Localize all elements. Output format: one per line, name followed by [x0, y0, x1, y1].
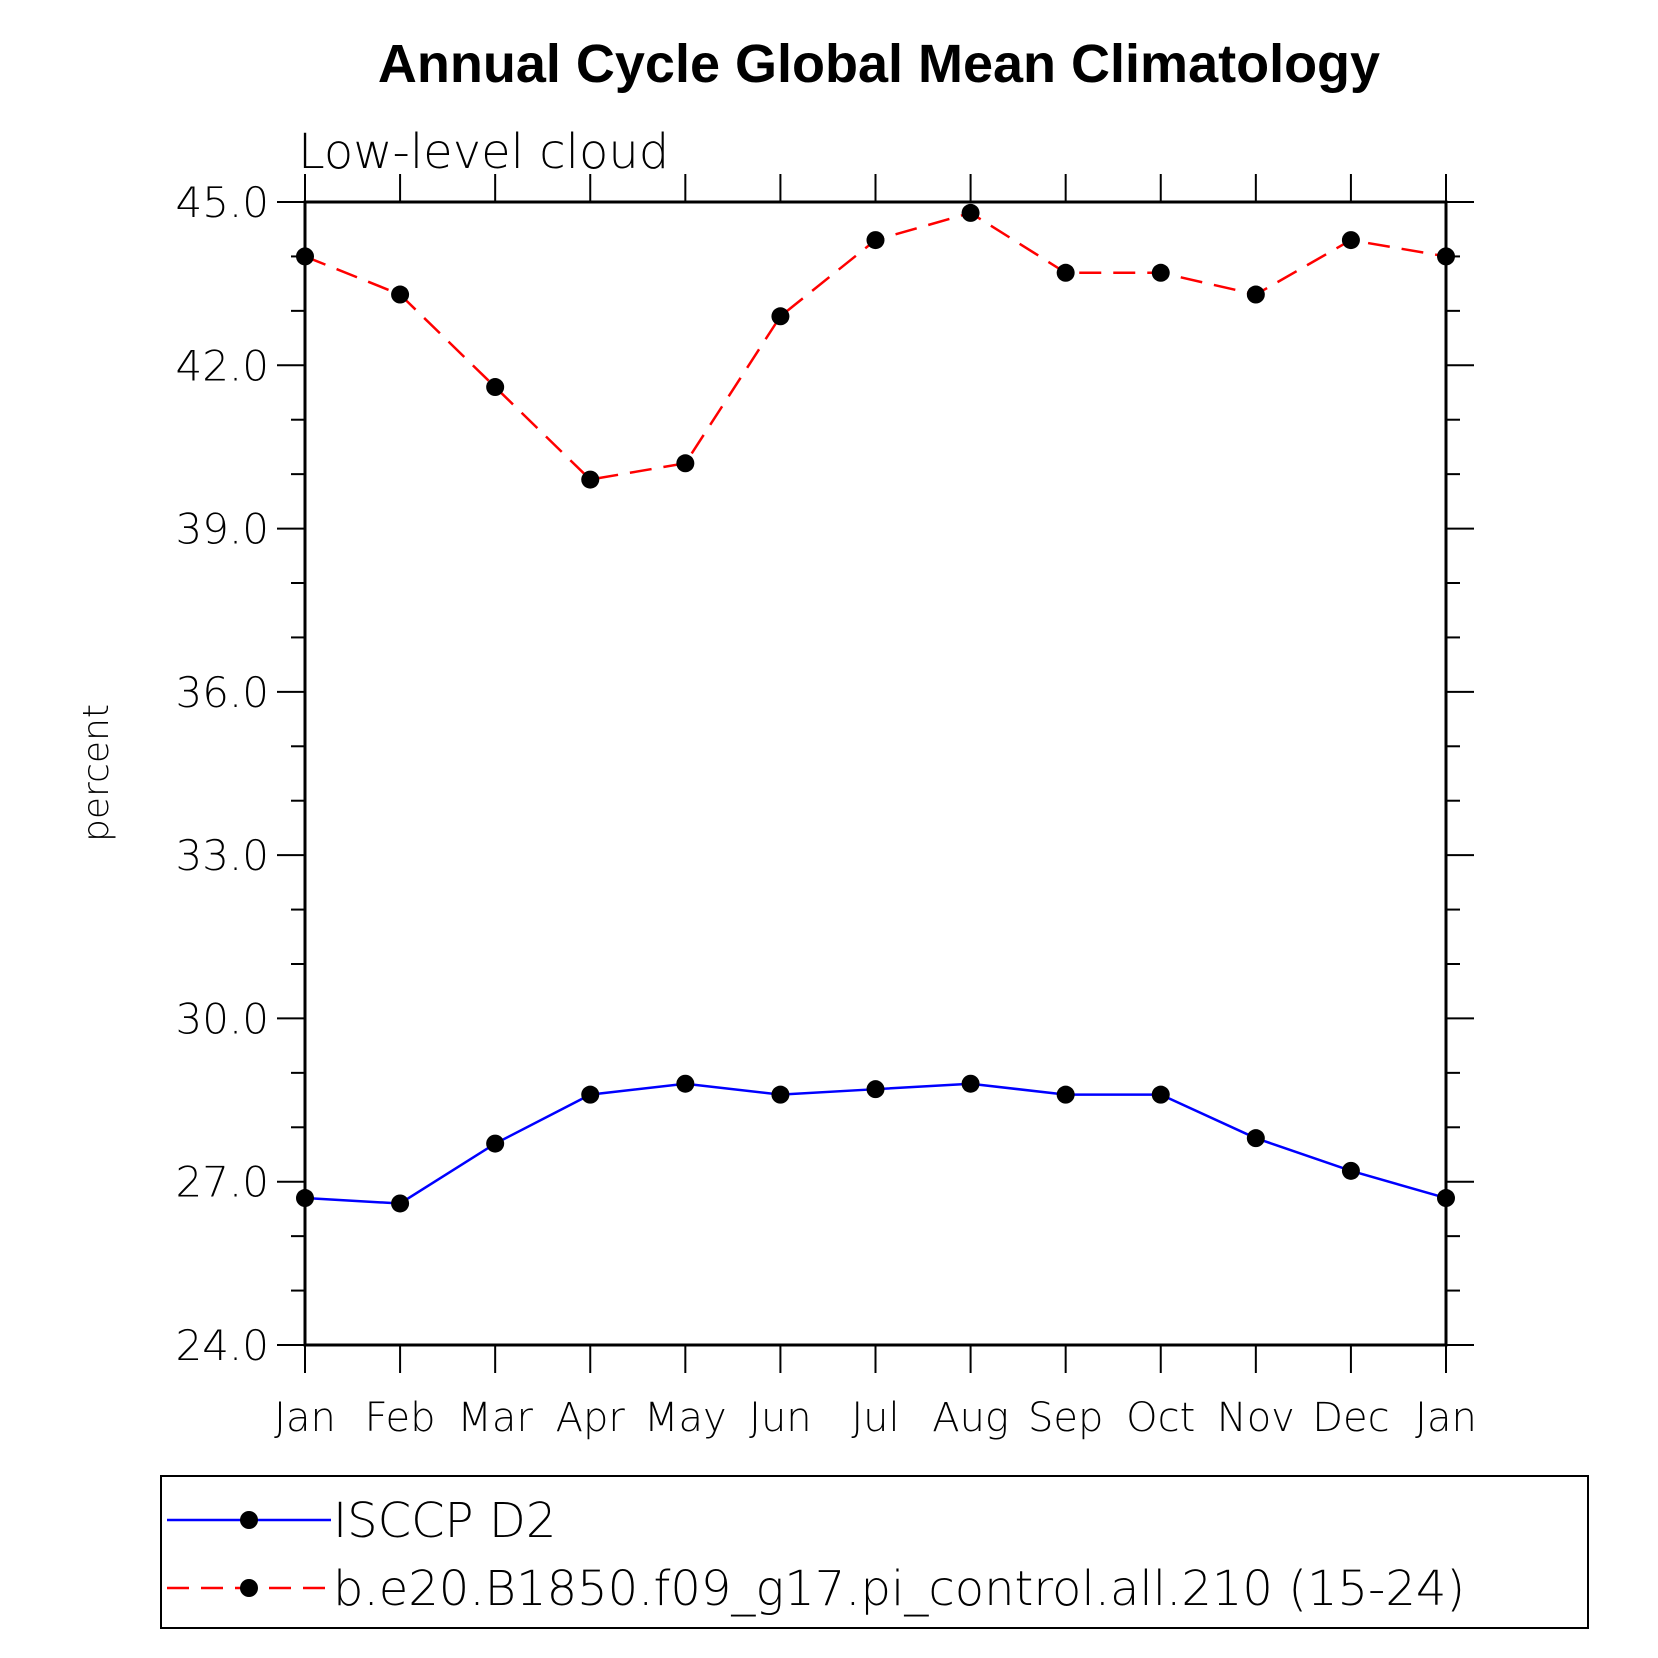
plot-axes [303, 200, 1448, 1347]
axis-ticks: 24.0 27.0 30.0 33.0 36.0 39.0 42.0 45.0 Jan Feb Ma… [175, 174, 1477, 1441]
data-point [581, 1085, 600, 1104]
x-tick-label: Sep [1028, 1395, 1103, 1441]
x-tick-label: Feb [365, 1395, 436, 1441]
data-point [1341, 1161, 1360, 1180]
data-point [1151, 263, 1170, 282]
y-tick-label: 36.0 [175, 668, 269, 717]
x-tick-label: Nov [1217, 1395, 1295, 1441]
series-line-0 [304, 1082, 1447, 1205]
x-tick-label: May [644, 1395, 727, 1441]
legend-label-1: b.e20.B1850.f09_g17.pi_control.all.210 (… [333, 1561, 1465, 1617]
legend-box [160, 1475, 1589, 1629]
x-tick-label: Dec [1312, 1395, 1389, 1441]
data-point [296, 1189, 314, 1208]
chart-subtitle: Low-level cloud [298, 124, 669, 180]
data-point [1437, 247, 1455, 266]
plot-frame [303, 200, 1448, 1347]
data-point [391, 1194, 410, 1213]
y-axis-label: percent [76, 704, 117, 842]
data-point [486, 378, 505, 397]
data-point [581, 470, 600, 489]
data-point [1246, 285, 1265, 304]
data-point [676, 454, 695, 473]
data-point [1246, 1129, 1265, 1148]
y-tick-label: 33.0 [175, 831, 269, 880]
y-tick-label: 45.0 [175, 178, 269, 227]
data-point [866, 231, 885, 250]
x-tick-label: Aug [932, 1395, 1009, 1441]
data-point [866, 1080, 885, 1099]
data-point [296, 247, 314, 266]
data-point [1056, 263, 1075, 282]
x-tick-label: Oct [1126, 1395, 1195, 1441]
x-tick-label: Jul [851, 1395, 899, 1441]
data-point [676, 1074, 695, 1093]
series-line-1 [304, 211, 1447, 481]
data-point [961, 1074, 980, 1093]
data-point [391, 285, 410, 304]
data-point [771, 307, 790, 326]
data-series [296, 203, 1455, 1213]
x-tick-label: Jan [274, 1395, 336, 1441]
data-point [961, 203, 980, 222]
y-tick-label: 39.0 [175, 505, 269, 554]
data-point [1341, 231, 1360, 250]
y-tick-label: 30.0 [175, 994, 269, 1043]
data-point [1437, 1189, 1455, 1208]
chart-title: Annual Cycle Global Mean Climatology [378, 34, 1380, 94]
legend-label-0: ISCCP D2 [333, 1493, 556, 1549]
legend-marker-1 [240, 1579, 258, 1597]
x-tick-label: Mar [457, 1395, 533, 1441]
x-tick-label: Jan [1415, 1395, 1477, 1441]
x-tick-label: Apr [556, 1395, 626, 1441]
data-point [1151, 1085, 1170, 1104]
data-point [486, 1134, 505, 1153]
y-tick-label: 27.0 [175, 1158, 269, 1207]
data-point [1056, 1085, 1075, 1104]
legend: ISCCP D2 b.e20.B1850.f09_g17.pi_control.a… [160, 1475, 1589, 1629]
legend-marker-0 [240, 1511, 258, 1529]
y-tick-label: 42.0 [175, 341, 269, 390]
x-tick-label: Jun [749, 1395, 812, 1441]
data-point [771, 1085, 790, 1104]
y-tick-label: 24.0 [175, 1321, 269, 1370]
